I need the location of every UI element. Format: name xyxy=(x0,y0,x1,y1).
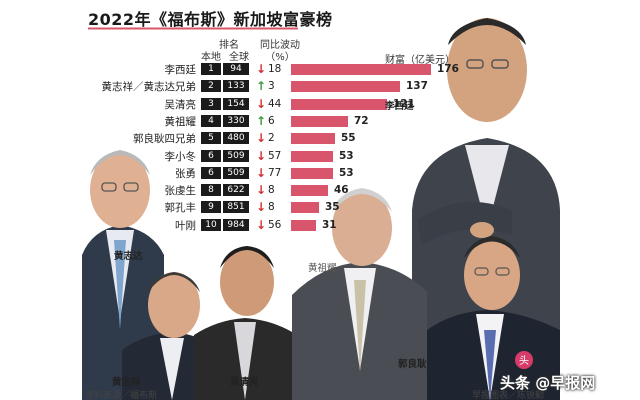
row-name-1: 黄志祥／黄志达兄弟 xyxy=(101,81,197,93)
change-pct-9: 56 xyxy=(268,219,282,231)
rank-global-header: 全球 xyxy=(229,52,249,63)
rank-global-8: 851 xyxy=(223,201,249,213)
bar-value-1: 137 xyxy=(406,80,428,92)
rank-local-4: 5 xyxy=(201,132,221,144)
arrow-down-icon-4: ↓ xyxy=(256,131,267,145)
rank-local-7: 8 xyxy=(201,184,221,196)
change-pct-4: 2 xyxy=(268,132,275,144)
bar-1 xyxy=(291,81,400,92)
bar-6 xyxy=(291,168,333,179)
row-name-6: 张勇 xyxy=(175,168,196,180)
bar-4 xyxy=(291,133,335,144)
rank-global-3: 330 xyxy=(223,115,249,127)
portrait-label-p3: 吴清亮 xyxy=(230,377,259,388)
arrow-up-icon-3: ↑ xyxy=(256,114,267,128)
rank-local-1: 2 xyxy=(201,80,221,92)
portrait-label-p4: 黄祖耀 xyxy=(308,263,337,274)
wealth-header: 财富（亿美元） xyxy=(385,55,455,66)
bar-value-7: 46 xyxy=(334,184,349,196)
bar-8 xyxy=(291,202,319,213)
credit-note: 早报图表／陈锐勤 xyxy=(472,391,545,400)
row-name-4: 郭良耿四兄弟 xyxy=(133,133,196,145)
arrow-down-icon-2: ↓ xyxy=(256,97,267,111)
bar-3 xyxy=(291,116,348,127)
change-pct-0: 18 xyxy=(268,63,282,75)
bar-value-9: 31 xyxy=(322,219,337,231)
rank-global-6: 509 xyxy=(223,167,249,179)
row-name-5: 李小冬 xyxy=(164,151,197,163)
bar-9 xyxy=(291,220,316,231)
change-pct-7: 8 xyxy=(268,184,275,196)
toutiao-logo-icon: 头 xyxy=(515,351,533,369)
change-pct-2: 44 xyxy=(268,98,282,110)
rank-global-7: 622 xyxy=(223,184,249,196)
arrow-down-icon-8: ↓ xyxy=(256,200,267,214)
bar-value-8: 35 xyxy=(325,201,340,213)
bar-value-3: 72 xyxy=(354,115,369,127)
rank-local-6: 6 xyxy=(201,167,221,179)
row-name-2: 吴清亮 xyxy=(164,99,197,111)
rank-local-9: 10 xyxy=(201,219,221,231)
bar-7 xyxy=(291,185,328,196)
portrait-layer xyxy=(82,18,560,400)
change-pct-6: 77 xyxy=(268,167,282,179)
rank-local-8: 9 xyxy=(201,201,221,213)
rank-global-0: 94 xyxy=(223,63,249,75)
portrait-label-top-right: 李西廷 xyxy=(385,101,414,112)
change-unit-header: （%） xyxy=(265,52,295,63)
bar-2 xyxy=(291,99,387,110)
bar-value-6: 53 xyxy=(339,167,354,179)
portrait-p5 xyxy=(427,236,560,400)
rank-global-2: 154 xyxy=(223,98,249,110)
portrait-label-p1: 黄志达 xyxy=(114,251,143,262)
rank-global-4: 480 xyxy=(223,132,249,144)
rank-global-5: 509 xyxy=(223,150,249,162)
rank-local-2: 3 xyxy=(201,98,221,110)
row-name-9: 叶刚 xyxy=(175,220,196,232)
watermark-text: 头条 @早报网 xyxy=(500,374,596,392)
arrow-up-icon-1: ↑ xyxy=(256,79,267,93)
change-pct-3: 6 xyxy=(268,115,275,127)
arrow-down-icon-5: ↓ xyxy=(256,149,267,163)
row-name-7: 张虔生 xyxy=(164,185,197,197)
change-pct-5: 57 xyxy=(268,150,282,162)
portrait-label-p5: 郭良耿 xyxy=(398,359,427,370)
row-name-0: 李西廷 xyxy=(164,64,197,76)
portrait-p3 xyxy=(194,246,297,400)
bar-value-0: 176 xyxy=(437,63,459,75)
rank-local-0: 1 xyxy=(201,63,221,75)
row-name-3: 黄祖耀 xyxy=(164,116,197,128)
bar-0 xyxy=(291,64,431,75)
change-header: 同比波动 xyxy=(260,40,300,51)
change-pct-1: 3 xyxy=(268,80,275,92)
arrow-down-icon-9: ↓ xyxy=(256,218,267,232)
bar-value-4: 55 xyxy=(341,132,356,144)
rank-header: 排名 xyxy=(219,40,239,51)
change-pct-8: 8 xyxy=(268,201,275,213)
rank-local-3: 4 xyxy=(201,115,221,127)
arrow-down-icon-7: ↓ xyxy=(256,183,267,197)
title-underline xyxy=(88,27,298,30)
arrow-down-icon-6: ↓ xyxy=(256,166,267,180)
rank-global-1: 133 xyxy=(223,80,249,92)
portrait-label-p2: 黄志祥 xyxy=(112,377,141,388)
bar-5 xyxy=(291,151,333,162)
portrait-p4 xyxy=(292,188,427,400)
chart-title: 2022年《福布斯》新加坡富豪榜 xyxy=(88,10,333,29)
rank-local-5: 6 xyxy=(201,150,221,162)
row-name-8: 郭孔丰 xyxy=(164,202,197,214)
arrow-down-icon-0: ↓ xyxy=(256,62,267,76)
rank-local-header: 本地 xyxy=(201,52,221,63)
rank-global-9: 984 xyxy=(223,219,249,231)
svg-text:头: 头 xyxy=(519,355,529,367)
source-note: 资料来源／福布斯 xyxy=(85,391,158,400)
bar-value-2: 121 xyxy=(393,98,415,110)
bar-value-5: 53 xyxy=(339,150,354,162)
